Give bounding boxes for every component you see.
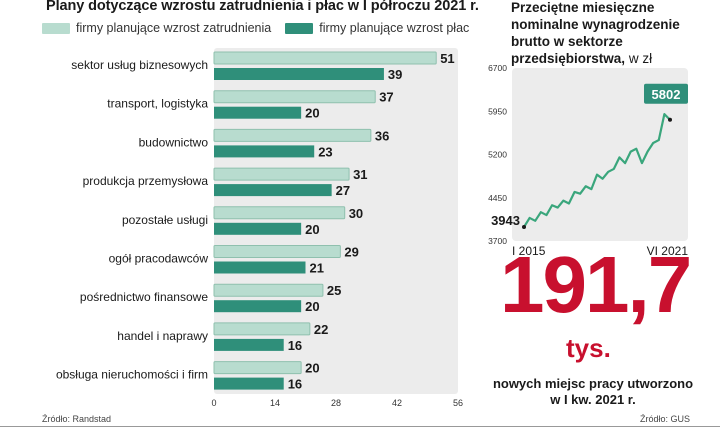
bar-value-employment: 22: [314, 322, 328, 337]
bar-value-wages: 16: [288, 338, 302, 353]
x-tick-label: 56: [453, 398, 463, 408]
y-tick-label: 3700: [488, 236, 507, 246]
legend-swatch-dark: [285, 22, 314, 34]
y-tick-label: 4450: [488, 193, 507, 203]
bar-wages: [214, 338, 284, 351]
bar-value-wages: 16: [288, 377, 302, 392]
category-label: obsługa nieruchomości i firm: [56, 368, 208, 382]
bar-value-wages: 20: [305, 222, 319, 237]
bar-wages: [214, 145, 315, 158]
bar-value-employment: 51: [440, 51, 454, 66]
legend-label-wages: firmy planujące wzrost płac: [319, 21, 470, 35]
end-value-label: 5802: [652, 87, 681, 102]
bar-employment: [213, 361, 302, 375]
category-label: produkcja przemysłowa: [83, 174, 209, 188]
category-label: pozostałe usługi: [122, 213, 208, 227]
bar-value-wages: 20: [305, 299, 319, 314]
legend-label-employment: firmy planujące wzrost zatrudnienia: [76, 21, 272, 35]
category-label: ogół pracodawców: [109, 252, 209, 266]
bar-wages: [214, 184, 332, 197]
bar-wages: [214, 68, 384, 80]
bar-wages: [214, 222, 302, 235]
bar-value-employment: 36: [375, 128, 389, 143]
right-chart-unit: w zł: [628, 51, 653, 66]
bar-employment: [213, 128, 372, 142]
bar-value-employment: 29: [344, 245, 358, 260]
category-label: transport, logistyka: [107, 97, 208, 111]
big-number: 191,7: [500, 240, 692, 329]
right-chart-title-text: Przeciętne miesięczne nominalne wynagrod…: [511, 0, 680, 66]
end-value-badge: [644, 83, 688, 104]
bar-employment: [213, 51, 437, 65]
category-label: pośrednictwo finansowe: [80, 290, 208, 304]
bar-employment: [213, 245, 341, 258]
legend: firmy planujące wzrost zatrudnienia firm…: [42, 21, 483, 35]
legend-item-employment: firmy planujące wzrost zatrudnienia: [42, 21, 271, 35]
wage-line: [523, 113, 671, 228]
left-source: Źródło: Randstad: [42, 414, 112, 424]
y-tick-label: 6700: [488, 63, 507, 73]
bar-value-employment: 20: [305, 361, 319, 376]
x-tick-label: 42: [392, 398, 402, 408]
bar-value-wages: 21: [310, 261, 324, 276]
x-tick-label: 14: [270, 398, 280, 408]
right-chart-title: Przeciętne miesięczne nominalne wynagrod…: [511, 0, 716, 67]
category-label: handel i naprawy: [117, 329, 208, 343]
big-number-caption: nowych miejsc pracy utworzono w I kw. 20…: [492, 376, 694, 407]
bar-employment: [213, 283, 324, 297]
line-chart: 6700 5950 5200 4450 3700 3943 5802 I 2015 VI 202…: [488, 63, 689, 258]
y-tick-label: 5950: [488, 106, 507, 116]
bar-value-employment: 25: [327, 283, 341, 298]
left-chart-title: Plany dotyczące wzrostu zatrudnienia i p…: [46, 0, 479, 14]
bar-wages: [214, 106, 302, 119]
category-label: budownictwo: [139, 135, 209, 149]
legend-item-wages: firmy planujące wzrost płac: [285, 21, 469, 35]
x-tick-label: 28: [331, 398, 341, 408]
bar-wages: [214, 377, 284, 390]
big-number-unit: tys.: [566, 333, 611, 363]
bar-employment: [213, 206, 346, 220]
legend-swatch-light: [42, 22, 70, 34]
bar-value-employment: 37: [379, 90, 393, 105]
bar-employment: [213, 90, 376, 104]
bar-value-employment: 31: [353, 167, 367, 182]
bar-value-wages: 27: [336, 183, 350, 198]
bar-value-wages: 20: [305, 106, 319, 121]
start-value-label: 3943: [491, 213, 520, 228]
bar-chart: sektor usług biznesowych 51 39 transport, l…: [56, 51, 463, 408]
category-label: sektor usług biznesowych: [71, 58, 208, 72]
bar-value-wages: 39: [388, 67, 402, 82]
y-tick-label: 5200: [488, 150, 507, 160]
bar-employment: [213, 167, 350, 181]
line-plot-area: [512, 68, 688, 241]
bar-value-wages: 23: [318, 144, 332, 159]
right-source: Źródło: GUS: [640, 414, 691, 424]
x-tick-label: 0: [211, 398, 216, 408]
x-label-start: I 2015: [512, 244, 546, 258]
bar-plot-area: [214, 48, 458, 394]
bottom-divider: [0, 426, 720, 427]
start-point: [522, 224, 526, 229]
bar-wages: [214, 300, 302, 313]
bar-employment: [213, 322, 311, 336]
bar-value-employment: 30: [349, 206, 363, 221]
bar-wages: [214, 261, 306, 274]
x-label-end: VI 2021: [647, 244, 689, 258]
end-point: [668, 117, 672, 122]
